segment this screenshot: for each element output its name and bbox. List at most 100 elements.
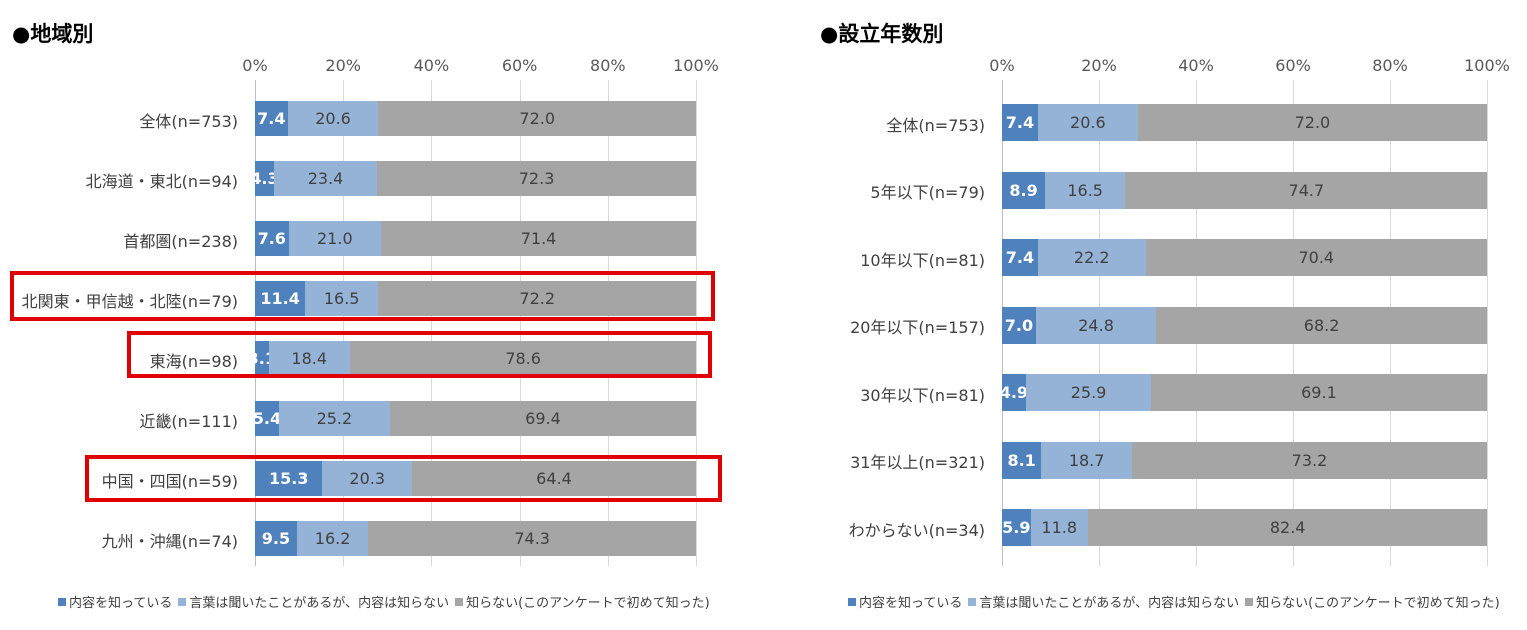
bar-segment: 15.3 [255,461,323,496]
bar-segment: 72.2 [378,281,697,316]
bar-segment: 82.4 [1087,509,1488,546]
bar-segment: 74.3 [368,521,696,556]
bar-segment: 25.2 [278,401,390,436]
legend-label: 知らない(このアンケートで初めて知った) [1256,596,1500,611]
bar-segment: 18.4 [268,341,350,376]
data-label: 18.7 [1068,450,1105,470]
category-label: わからない(n=34) [848,520,985,540]
x-tick-label: 20% [1081,56,1117,75]
bar-segment: 7.4 [255,101,288,136]
data-label: 16.2 [314,529,351,548]
data-label: 9.5 [261,529,291,548]
category-label: 30年以下(n=81) [860,385,985,405]
bar-segment: 9.5 [255,521,297,556]
data-label: 21.0 [317,229,353,248]
x-tick-label: 40% [1178,56,1214,75]
gridline [520,80,521,566]
category-label: 中国・四国(n=59) [101,471,238,491]
legend-swatch [455,597,464,606]
bar-segment: 16.5 [1045,171,1126,209]
legend-swatch [1245,597,1254,606]
data-label: 72.3 [518,169,555,188]
bar-segment: 72.0 [1137,104,1487,141]
data-label: 7.4 [1005,113,1035,132]
bar-segment: 71.4 [381,221,696,256]
category-label: 10年以下(n=81) [860,250,985,270]
legend-swatch [58,597,66,606]
bar-segment: 68.2 [1156,306,1487,344]
data-label: 5.9 [1002,518,1031,537]
x-tick-label: 100% [1464,56,1510,75]
legend-item: 知らない(このアンケートで初めて知った) [455,592,710,611]
data-label: 11.4 [260,289,300,308]
legend-item: 知らない(このアンケートで初めて知った) [1245,592,1500,611]
bar-segment: 4.3 [250,161,279,196]
bar-segment: 5.9 [1002,509,1031,546]
gridline [696,80,697,566]
bar-segment: 24.8 [1035,306,1157,344]
data-label: 71.4 [520,229,557,248]
legend-swatch [178,597,187,606]
legend-label: 内容を知っている [859,596,963,611]
bar-segment: 64.4 [411,461,696,496]
category-label: 20年以下(n=157) [850,318,985,337]
data-label: 7.4 [1005,248,1035,267]
category-label: 全体(n=753) [886,115,985,135]
data-label: 8.9 [1009,180,1038,200]
bar-segment: 69.4 [389,401,696,436]
data-label: 72.2 [519,289,556,308]
data-label: 69.4 [525,409,561,428]
data-label: 74.3 [514,529,550,548]
legend-label: 内容を知っている [69,596,173,611]
gridline [431,80,432,566]
data-label: 20.3 [349,469,386,488]
data-label: 68.2 [1303,315,1340,335]
legend-item: 内容を知っている [58,592,172,611]
highlight-box [127,331,712,378]
data-label: 72.0 [519,109,556,128]
category-label: 近畿(n=111) [139,411,238,431]
bar-segment: 8.9 [1002,171,1046,209]
bar-segment: 69.1 [1151,374,1487,411]
gridline [343,80,344,566]
bar-segment: 11.8 [1030,509,1088,546]
legend-label: 言葉は聞いたことがあるが、内容は知らない [979,596,1240,611]
data-label: 7.6 [257,229,286,248]
x-tick-label: 80% [590,56,626,75]
data-label: 15.3 [268,469,309,488]
legend-item: 内容を知っている [848,592,962,611]
bar-segment: 72.0 [378,101,696,136]
legend-label: 言葉は聞いたことがあるが、内容は知らない [189,596,450,611]
gridline [1487,80,1488,566]
data-label: 74.7 [1288,180,1325,200]
data-label: 24.8 [1078,315,1114,335]
chart-title: ●設立年数別 [820,22,944,46]
highlight-box [85,455,722,502]
legend-swatch [968,597,977,606]
data-label: 8.1 [1007,450,1036,470]
bar-segment: 72.3 [377,161,696,196]
bar-segment: 22.2 [1037,239,1146,276]
bar-segment: 8.1 [1002,441,1042,479]
bar-segment: 21.0 [288,221,382,256]
data-label: 16.5 [323,289,360,308]
bar-segment: 7.0 [1002,306,1036,344]
x-tick-label: 20% [325,56,361,75]
category-label: 北関東・甲信越・北陸(n=79) [21,291,238,311]
bar-segment: 7.4 [1002,104,1038,141]
data-label: 25.9 [1070,383,1107,402]
chart-title: ●地域別 [12,22,94,46]
data-label: 64.4 [536,469,572,488]
bar-segment: 73.2 [1131,441,1487,479]
y-axis-line [255,80,256,566]
bar-segment: 5.4 [253,401,281,436]
x-tick-label: 60% [1275,56,1311,75]
data-label: 70.4 [1298,248,1335,267]
x-tick-label: 40% [413,56,450,75]
category-label: 全体(n=753) [139,111,238,131]
data-label: 69.1 [1301,383,1337,402]
legend-item: 言葉は聞いたことがあるが、内容は知らない [178,592,449,611]
category-label: 5年以下(n=79) [870,183,985,202]
x-tick-label: 0% [989,56,1015,75]
category-label: 東海(n=98) [149,351,238,371]
